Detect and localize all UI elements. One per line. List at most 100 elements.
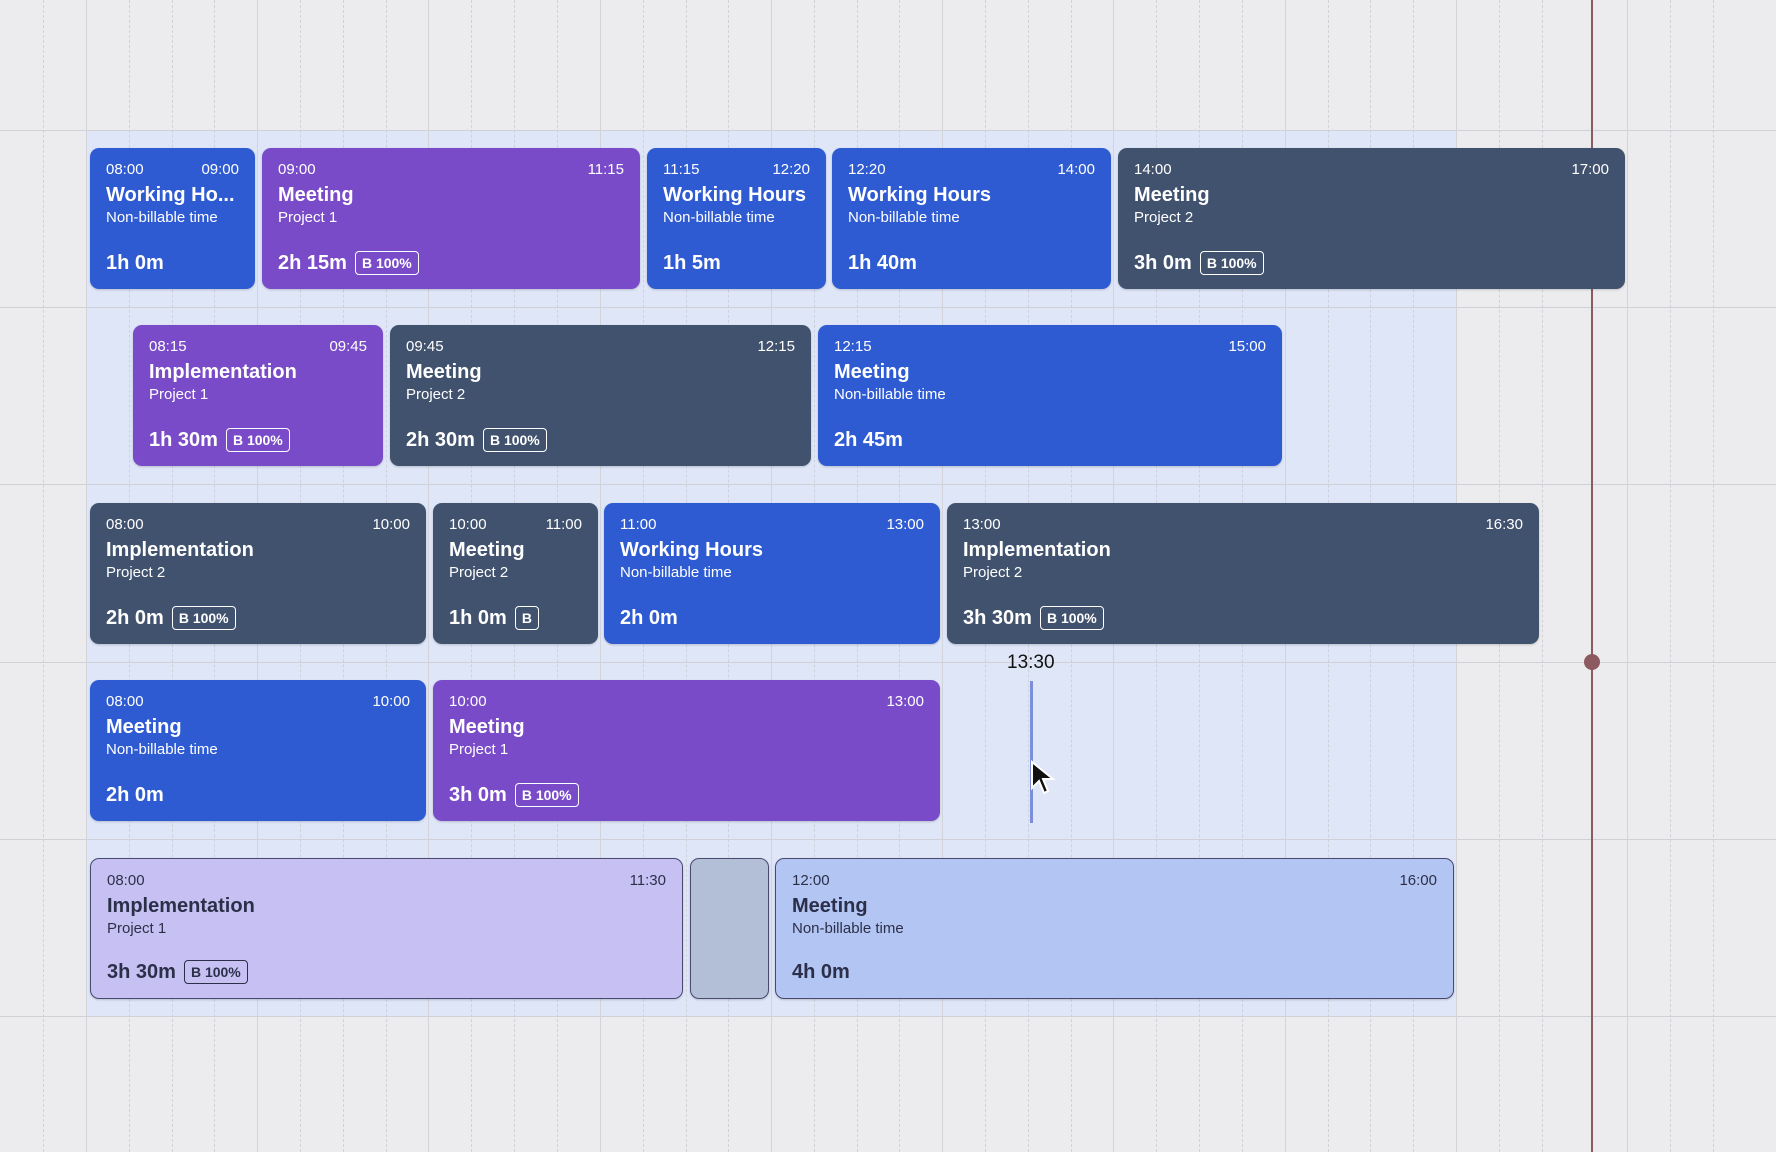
row-divider — [0, 662, 1776, 663]
quarter-gridline — [1713, 0, 1714, 1152]
billable-badge: B 100% — [1039, 606, 1104, 630]
row-divider — [0, 130, 1776, 131]
event-start-time: 09:45 — [406, 338, 444, 355]
event-end-time: 12:15 — [757, 338, 795, 355]
event-end-time: 09:00 — [201, 161, 239, 178]
event-end-time: 15:00 — [1228, 338, 1266, 355]
event-title: Meeting — [449, 716, 525, 738]
event-subtitle: Non-billable time — [848, 209, 960, 226]
event-card-meeting[interactable]: 14:00 17:00 Meeting Project 2 3h 0m B 100% — [1118, 148, 1625, 289]
event-title: Meeting — [834, 361, 910, 383]
event-subtitle: Project 2 — [406, 386, 466, 403]
event-start-time: 12:20 — [848, 161, 886, 178]
hour-gridline — [600, 0, 601, 1152]
event-end-time: 10:00 — [372, 516, 410, 533]
event-title: Meeting — [278, 184, 354, 206]
event-subtitle: Project 2 — [106, 564, 166, 581]
event-duration: 3h 0m — [1134, 251, 1192, 274]
event-start-time: 08:00 — [106, 161, 144, 178]
quarter-gridline — [43, 0, 44, 1152]
event-duration: 2h 45m — [834, 429, 903, 451]
event-card-working-hours[interactable]: 11:15 12:20 Working Hours Non-billable ti… — [647, 148, 826, 289]
event-end-time: 09:45 — [329, 338, 367, 355]
event-card-implementation[interactable]: 08:15 09:45 Implementation Project 1 1h 3… — [133, 325, 383, 466]
current-time-line — [1591, 0, 1593, 1152]
event-duration: 2h 0m — [620, 607, 678, 629]
event-end-time: 13:00 — [886, 516, 924, 533]
event-card-meeting[interactable]: 10:00 11:00 Meeting Project 2 1h 0m B — [433, 503, 598, 644]
event-start-time: 10:00 — [449, 693, 487, 710]
event-title: Implementation — [106, 539, 254, 561]
event-title: Working Hours — [663, 184, 806, 206]
event-end-time: 11:15 — [587, 161, 624, 178]
event-card-meeting-draft[interactable]: 12:00 16:00 Meeting Non-billable time 4h … — [775, 858, 1454, 999]
event-start-time: 11:00 — [620, 516, 657, 533]
event-start-time: 13:00 — [963, 516, 1001, 533]
event-start-time: 09:00 — [278, 161, 316, 178]
event-duration: 3h 30m — [963, 606, 1032, 629]
quarter-gridline — [1670, 0, 1671, 1152]
event-card-working-hours[interactable]: 12:20 14:00 Working Hours Non-billable ti… — [832, 148, 1111, 289]
event-duration: 2h 15m — [278, 251, 347, 274]
row-divider — [0, 307, 1776, 308]
event-end-time: 14:00 — [1057, 161, 1095, 178]
event-duration: 3h 0m — [449, 783, 507, 806]
event-subtitle: Project 1 — [107, 920, 167, 937]
event-end-time: 12:20 — [772, 161, 810, 178]
event-card-implementation-draft[interactable]: 08:00 11:30 Implementation Project 1 3h 3… — [90, 858, 683, 999]
event-card-implementation[interactable]: 08:00 10:00 Implementation Project 2 2h 0… — [90, 503, 426, 644]
billable-badge: B — [514, 606, 539, 630]
event-end-time: 11:00 — [545, 516, 582, 533]
event-duration: 1h 0m — [106, 252, 164, 274]
event-subtitle: Non-billable time — [106, 741, 218, 758]
billable-badge: B 100% — [354, 251, 419, 275]
event-title: Working Hours — [848, 184, 991, 206]
event-card-meeting[interactable]: 12:15 15:00 Meeting Non-billable time 2h … — [818, 325, 1282, 466]
gap-block[interactable] — [690, 858, 769, 999]
event-title: Meeting — [106, 716, 182, 738]
event-end-time: 11:30 — [629, 872, 666, 889]
event-start-time: 08:00 — [107, 872, 145, 889]
row-divider — [0, 1016, 1776, 1017]
event-end-time: 16:30 — [1485, 516, 1523, 533]
row-divider — [0, 839, 1776, 840]
event-start-time: 10:00 — [449, 516, 487, 533]
billable-badge: B 100% — [482, 428, 547, 452]
event-card-implementation[interactable]: 13:00 16:30 Implementation Project 2 3h 3… — [947, 503, 1539, 644]
event-subtitle: Non-billable time — [663, 209, 775, 226]
event-subtitle: Non-billable time — [834, 386, 946, 403]
event-title: Working Hours — [620, 539, 763, 561]
event-duration: 1h 30m — [149, 428, 218, 451]
event-title: Implementation — [149, 361, 297, 383]
event-start-time: 14:00 — [1134, 161, 1172, 178]
event-card-meeting[interactable]: 09:45 12:15 Meeting Project 2 2h 30m B 100… — [390, 325, 811, 466]
event-end-time: 10:00 — [372, 693, 410, 710]
row-divider — [0, 484, 1776, 485]
quarter-gridline — [1542, 0, 1543, 1152]
event-card-working-hours[interactable]: 08:00 09:00 Working Ho... Non-billable ti… — [90, 148, 255, 289]
event-start-time: 08:00 — [106, 693, 144, 710]
billable-badge: B 100% — [225, 428, 290, 452]
event-duration: 2h 0m — [106, 784, 164, 806]
billable-badge: B 100% — [171, 606, 236, 630]
event-start-time: 12:15 — [834, 338, 872, 355]
hour-gridline — [86, 0, 87, 1152]
event-card-meeting[interactable]: 08:00 10:00 Meeting Non-billable time 2h … — [90, 680, 426, 821]
event-duration: 1h 5m — [663, 252, 721, 274]
event-title: Meeting — [449, 539, 525, 561]
billable-badge: B 100% — [1199, 251, 1264, 275]
billable-badge: B 100% — [183, 960, 248, 984]
event-end-time: 13:00 — [886, 693, 924, 710]
event-subtitle: Non-billable time — [792, 920, 904, 937]
event-duration: 3h 30m — [107, 960, 176, 983]
event-card-working-hours[interactable]: 11:00 13:00 Working Hours Non-billable ti… — [604, 503, 940, 644]
event-title: Implementation — [963, 539, 1111, 561]
event-title: Meeting — [792, 895, 868, 917]
event-duration: 1h 40m — [848, 252, 917, 274]
event-title: Meeting — [406, 361, 482, 383]
event-card-meeting[interactable]: 10:00 13:00 Meeting Project 1 3h 0m B 100% — [433, 680, 940, 821]
event-duration: 1h 0m — [449, 606, 507, 629]
event-subtitle: Non-billable time — [620, 564, 732, 581]
hour-gridline — [1627, 0, 1628, 1152]
event-card-meeting[interactable]: 09:00 11:15 Meeting Project 1 2h 15m B 100… — [262, 148, 640, 289]
